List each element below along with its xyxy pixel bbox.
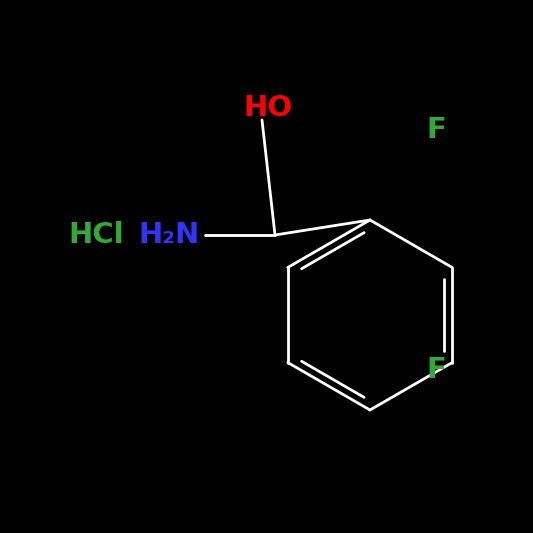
Text: HO: HO bbox=[243, 94, 292, 122]
Text: H₂N: H₂N bbox=[139, 221, 200, 249]
Text: F: F bbox=[426, 116, 446, 144]
Text: HCl: HCl bbox=[68, 221, 124, 249]
Text: F: F bbox=[426, 356, 446, 384]
